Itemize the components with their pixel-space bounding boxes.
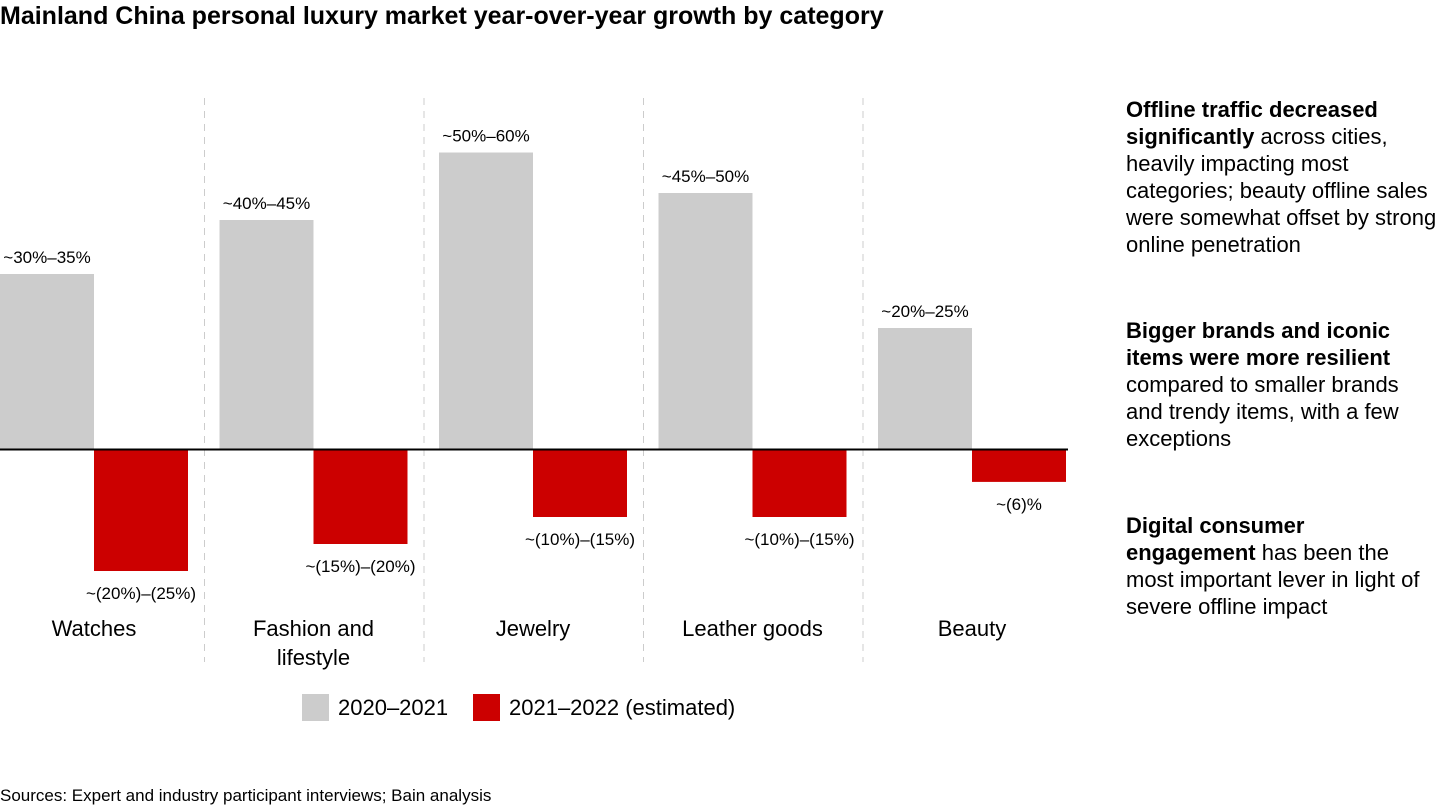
note-digital-engagement: Digital consumer engagement has been the… <box>1126 512 1440 620</box>
bar-label-2020-2021: ~45%–50% <box>662 167 749 186</box>
legend-label-2020-2021: 2020–2021 <box>338 695 448 720</box>
bar-2020-2021 <box>0 274 94 450</box>
bar-2021-2022 <box>313 449 408 544</box>
note-text: across cities, heavily impacting most ca… <box>1126 124 1437 257</box>
bar-chart: ~30%–35% ~(20%)–(25%) Watches ~40%–45% ~(15%… <box>0 98 1068 721</box>
legend-label-2021-2022: 2021–2022 (estimated) <box>509 695 735 720</box>
legend-swatch-2021-2022 <box>473 694 500 721</box>
bar-label-2020-2021: ~50%–60% <box>442 127 529 146</box>
note-bold: Digital consumer engagement <box>1126 513 1305 565</box>
note-bigger-brands: Bigger brands and iconic items were more… <box>1126 317 1440 452</box>
bar-label-2020-2021: ~20%–25% <box>881 302 968 321</box>
category-label: Leather goods <box>682 616 823 641</box>
bar-label-2021-2022: ~(20%)–(25%) <box>86 584 196 603</box>
category-label: Fashion and <box>253 616 374 641</box>
category-label: Watches <box>52 616 137 641</box>
bar-2020-2021 <box>878 328 972 450</box>
bar-2021-2022 <box>94 449 188 571</box>
bar-2020-2021 <box>658 193 753 450</box>
note-text: has been the most important lever in lig… <box>1126 540 1420 619</box>
note-bold: Bigger brands and iconic items were more… <box>1126 318 1391 370</box>
bar-label-2020-2021: ~40%–45% <box>223 194 310 213</box>
chart-title: Mainland China personal luxury market ye… <box>0 2 884 30</box>
bar-label-2021-2022: ~(10%)–(15%) <box>525 530 635 549</box>
bar-2021-2022 <box>752 449 847 517</box>
source-note: Sources: Expert and industry participant… <box>0 786 492 805</box>
bar-label-2021-2022: ~(6)% <box>996 495 1042 514</box>
note-offline-traffic: Offline traffic decreased significantly … <box>1126 96 1440 258</box>
bar-2021-2022 <box>533 449 627 517</box>
category-label: Jewelry <box>496 616 571 641</box>
bar-2020-2021 <box>439 152 533 450</box>
bar-2021-2022 <box>972 449 1066 482</box>
bar-label-2021-2022: ~(10%)–(15%) <box>744 530 854 549</box>
note-text: compared to smaller brands and trendy it… <box>1126 372 1399 451</box>
category-label: lifestyle <box>277 645 350 670</box>
legend-swatch-2020-2021 <box>302 694 329 721</box>
bar-label-2021-2022: ~(15%)–(20%) <box>305 557 415 576</box>
bar-2020-2021 <box>219 220 314 450</box>
bar-label-2020-2021: ~30%–35% <box>3 248 90 267</box>
category-label: Beauty <box>938 616 1007 641</box>
note-bold: Offline traffic decreased significantly <box>1126 97 1378 149</box>
